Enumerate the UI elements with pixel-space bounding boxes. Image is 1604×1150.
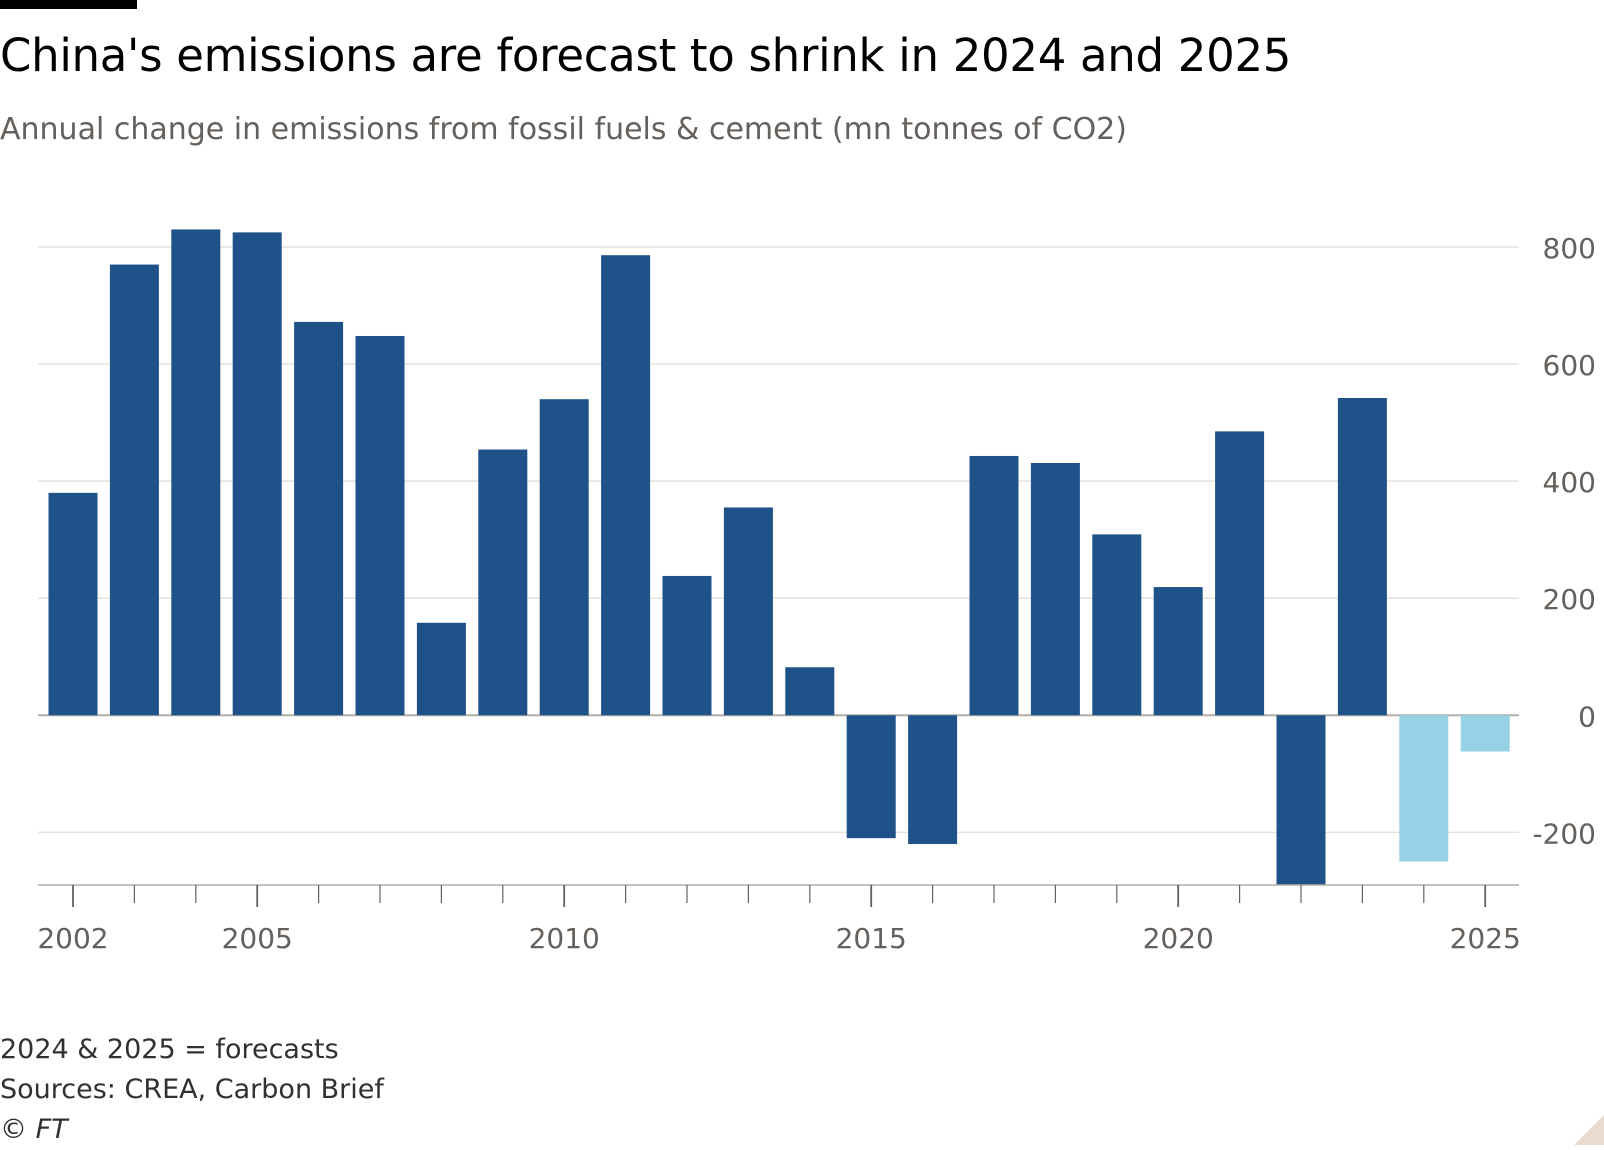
y-tick-label: 200 xyxy=(1543,583,1596,616)
y-tick-label: 600 xyxy=(1543,349,1596,382)
bar-2014 xyxy=(785,667,835,716)
chart-title: China's emissions are forecast to shrink… xyxy=(0,29,1292,82)
bar-2018 xyxy=(1030,462,1080,716)
bar-2011 xyxy=(601,255,651,716)
bar-2007 xyxy=(355,335,405,716)
bar-2015 xyxy=(846,715,896,839)
bar-2016 xyxy=(908,715,958,845)
x-axis xyxy=(38,884,1519,907)
x-tick-label: 2002 xyxy=(37,922,108,955)
bar-2005 xyxy=(232,232,282,716)
x-tick-label: 2010 xyxy=(529,922,600,955)
x-tick-label: 2020 xyxy=(1143,922,1214,955)
x-axis-labels: 2002 2005 2010 2015 2020 2025 xyxy=(37,922,1520,955)
x-tick-label: 2015 xyxy=(836,922,907,955)
bar-2002 xyxy=(48,492,98,716)
bar-2023 xyxy=(1337,398,1387,716)
y-tick-label: 400 xyxy=(1543,466,1596,499)
y-tick-label: 0 xyxy=(1578,700,1596,733)
bar-2022 xyxy=(1276,715,1326,885)
gridlines xyxy=(38,246,1519,834)
bar-2003 xyxy=(109,264,159,716)
source-line: Sources: CREA, Carbon Brief xyxy=(0,1074,384,1105)
bar-2021 xyxy=(1215,431,1265,716)
y-tick-label: 800 xyxy=(1543,232,1596,265)
x-tick-label: 2025 xyxy=(1450,922,1521,955)
chart-subtitle: Annual change in emissions from fossil f… xyxy=(0,112,1127,147)
bar-2012 xyxy=(662,575,712,716)
y-axis-labels: 800 600 400 200 0 -200 xyxy=(1532,232,1596,850)
top-accent-bar xyxy=(0,0,137,9)
bar-2024 xyxy=(1399,715,1449,862)
bars xyxy=(48,229,1510,885)
bar-2010 xyxy=(539,399,589,716)
bar-2004 xyxy=(171,229,221,716)
corner-fold-icon xyxy=(1574,1115,1604,1145)
x-tick-label: 2005 xyxy=(222,922,293,955)
bar-2017 xyxy=(969,455,1019,716)
bar-2006 xyxy=(294,321,344,716)
forecast-note: 2024 & 2025 = forecasts xyxy=(0,1034,339,1065)
bar-2013 xyxy=(723,507,773,716)
bar-2009 xyxy=(478,449,528,716)
bar-2019 xyxy=(1092,534,1142,716)
chart-footer: 2024 & 2025 = forecasts Sources: CREA, C… xyxy=(0,1030,384,1150)
bar-2025 xyxy=(1460,715,1510,752)
y-tick-label: -200 xyxy=(1532,817,1596,850)
copyright-notice: © FT xyxy=(0,1114,68,1145)
bar-2020 xyxy=(1153,587,1203,716)
bar-2008 xyxy=(416,622,466,716)
